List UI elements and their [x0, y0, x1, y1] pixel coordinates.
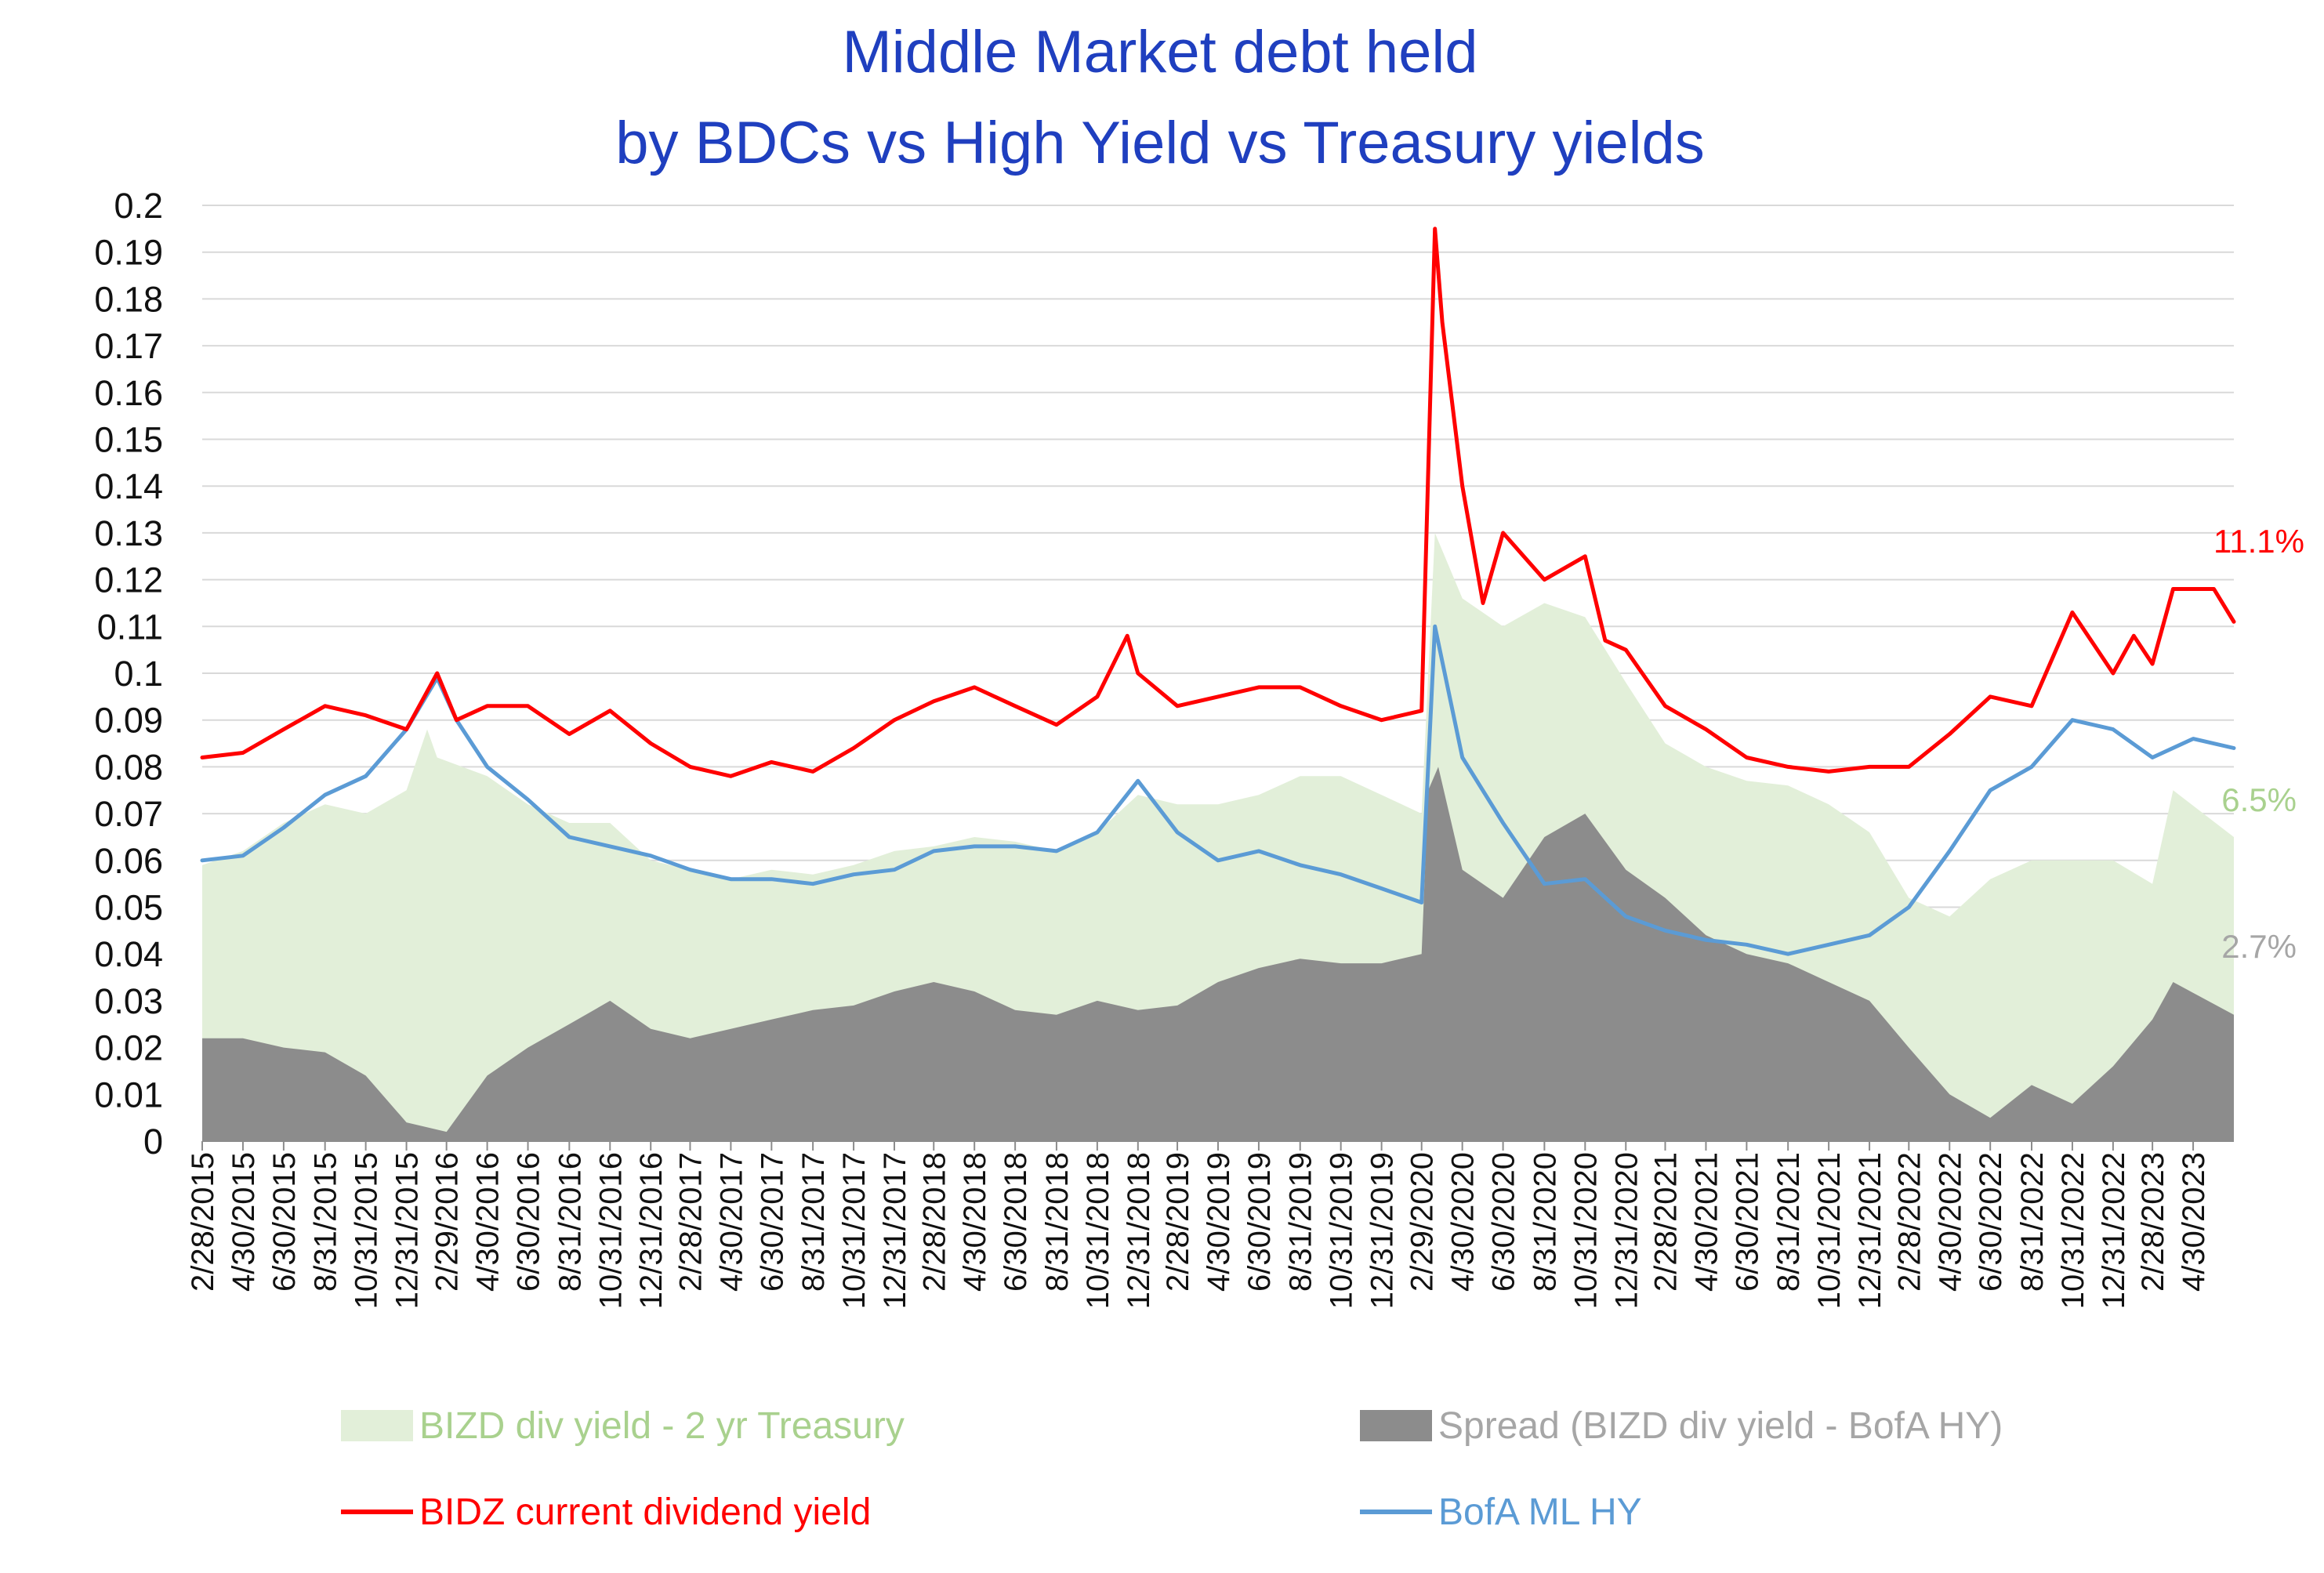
- x-tick-label: 8/31/2020: [1528, 1152, 1562, 1292]
- line-bidz-current-dividend-yield: [200, 227, 2236, 778]
- x-tick-label: 2/28/2019: [1161, 1152, 1195, 1292]
- y-tick-label: 0.15: [94, 420, 163, 460]
- x-tick-label: 10/31/2017: [837, 1152, 872, 1309]
- x-tick-label: 12/31/2018: [1122, 1152, 1156, 1309]
- x-tick-label: 4/30/2020: [1446, 1152, 1481, 1292]
- x-tick-label: 6/30/2017: [755, 1152, 789, 1292]
- x-tick-label: 4/30/2015: [227, 1152, 261, 1292]
- legend-swatch: [1360, 1410, 1432, 1441]
- end-value-labels: 6.5% 2.7% 11.1%: [2213, 523, 2304, 965]
- y-tick-label: 0.05: [94, 888, 163, 928]
- area-series-layer: [202, 532, 2234, 1141]
- x-tick-label: 6/30/2022: [1974, 1152, 2008, 1292]
- y-tick-label: 0.13: [94, 513, 163, 553]
- x-tick-label: 8/31/2021: [1771, 1152, 1806, 1292]
- x-tick-label: 8/31/2016: [553, 1152, 587, 1292]
- x-tick-label: 6/30/2018: [999, 1152, 1033, 1292]
- y-tick-label: 0.1: [114, 654, 163, 694]
- x-tick-label: 12/31/2017: [878, 1152, 912, 1309]
- x-tick-label: 6/30/2015: [267, 1152, 302, 1292]
- x-tick-label: 10/31/2022: [2056, 1152, 2090, 1309]
- x-tick-label: 4/30/2023: [2177, 1152, 2211, 1292]
- legend-label: BIDZ current dividend yield: [419, 1491, 871, 1533]
- x-tick-label: 10/31/2019: [1325, 1152, 1359, 1309]
- x-axis-tick-labels: 2/28/2015 4/30/2015 6/30/2015 8/31/2015 10/3…: [186, 1152, 2211, 1309]
- x-tick-label: 12/31/2020: [1609, 1152, 1644, 1309]
- x-tick-label: 4/30/2018: [958, 1152, 992, 1292]
- end-label: 2.7%: [2221, 928, 2297, 965]
- y-tick-label: 0.14: [94, 466, 163, 506]
- y-tick-label: 0.08: [94, 747, 163, 787]
- legend-swatch: [341, 1410, 413, 1441]
- x-tick-label: 4/30/2019: [1202, 1152, 1236, 1292]
- x-tick-label: 4/30/2022: [1933, 1152, 1967, 1292]
- x-tick-label: 10/31/2016: [593, 1152, 628, 1309]
- y-tick-label: 0.17: [94, 326, 163, 366]
- chart-title-line-2: by BDCs vs High Yield vs Treasury yields: [615, 110, 1705, 176]
- y-tick-label: 0.2: [114, 186, 163, 226]
- x-tick-label: 2/28/2017: [673, 1152, 708, 1292]
- x-tick-label: 2/28/2023: [2136, 1152, 2170, 1292]
- y-tick-label: 0.04: [94, 934, 163, 974]
- y-tick-label: 0.11: [97, 607, 163, 647]
- x-tick-label: 12/31/2015: [390, 1152, 425, 1309]
- y-tick-label: 0.12: [94, 560, 163, 600]
- axes: [201, 1140, 2234, 1151]
- x-tick-label: 10/31/2015: [350, 1152, 384, 1309]
- legend-label: Spread (BIZD div yield - BofA HY): [1438, 1405, 2003, 1447]
- x-tick-label: 12/31/2021: [1853, 1152, 1887, 1309]
- x-tick-label: 2/28/2018: [917, 1152, 952, 1292]
- x-tick-label: 2/28/2021: [1649, 1152, 1684, 1292]
- area-spread-bizd-div-yield-bofa-hy-: [202, 767, 2234, 1141]
- x-tick-label: 12/31/2016: [634, 1152, 669, 1309]
- legend-label: BofA ML HY: [1438, 1491, 1642, 1533]
- x-tick-label: 6/30/2019: [1242, 1152, 1277, 1292]
- x-tick-label: 6/30/2020: [1487, 1152, 1521, 1292]
- end-label: 6.5%: [2221, 781, 2297, 818]
- x-tick-label: 8/31/2019: [1284, 1152, 1318, 1292]
- x-tick-label: 2/29/2016: [430, 1152, 465, 1292]
- chart-title-line-1: Middle Market debt held: [842, 19, 1477, 85]
- x-tick-label: 10/31/2021: [1812, 1152, 1847, 1309]
- y-tick-label: 0: [143, 1122, 163, 1162]
- line-series-layer: [200, 227, 2236, 956]
- y-tick-label: 0.02: [94, 1028, 163, 1068]
- y-tick-label: 0.06: [94, 841, 163, 881]
- y-tick-label: 0.03: [94, 981, 163, 1021]
- x-tick-label: 8/31/2017: [796, 1152, 831, 1292]
- x-tick-label: 6/30/2016: [512, 1152, 546, 1292]
- x-tick-label: 10/31/2020: [1568, 1152, 1603, 1309]
- x-tick-label: 2/29/2020: [1405, 1152, 1440, 1292]
- end-label: 11.1%: [2213, 523, 2304, 560]
- x-tick-label: 4/30/2016: [471, 1152, 506, 1292]
- y-tick-label: 0.09: [94, 701, 163, 741]
- x-tick-label: 8/31/2022: [2015, 1152, 2050, 1292]
- x-tick-label: 8/31/2015: [309, 1152, 343, 1292]
- y-tick-label: 0.18: [94, 279, 163, 319]
- x-tick-label: 4/30/2021: [1689, 1152, 1724, 1292]
- y-tick-label: 0.07: [94, 794, 163, 834]
- y-tick-label: 0.19: [94, 233, 163, 273]
- x-tick-label: 6/30/2021: [1730, 1152, 1764, 1292]
- x-tick-label: 2/28/2022: [1892, 1152, 1927, 1292]
- x-tick-label: 2/28/2015: [186, 1152, 220, 1292]
- x-tick-label: 12/31/2019: [1365, 1152, 1400, 1309]
- y-axis-tick-labels: 0 0.01 0.02 0.03 0.04 0.05 0.06 0.07 0.08 0.09 0.1…: [94, 186, 163, 1162]
- line-bofa-ml-hy: [200, 624, 2236, 956]
- y-tick-label: 0.16: [94, 373, 163, 413]
- y-tick-label: 0.01: [94, 1075, 163, 1115]
- legend: BIZD div yield - 2 yr Treasury Spread (BI…: [341, 1405, 2003, 1533]
- x-tick-label: 4/30/2017: [714, 1152, 749, 1292]
- x-tick-label: 8/31/2018: [1040, 1152, 1075, 1292]
- legend-label: BIZD div yield - 2 yr Treasury: [419, 1405, 905, 1447]
- x-tick-label: 12/31/2022: [2097, 1152, 2131, 1309]
- x-tick-label: 10/31/2018: [1081, 1152, 1115, 1309]
